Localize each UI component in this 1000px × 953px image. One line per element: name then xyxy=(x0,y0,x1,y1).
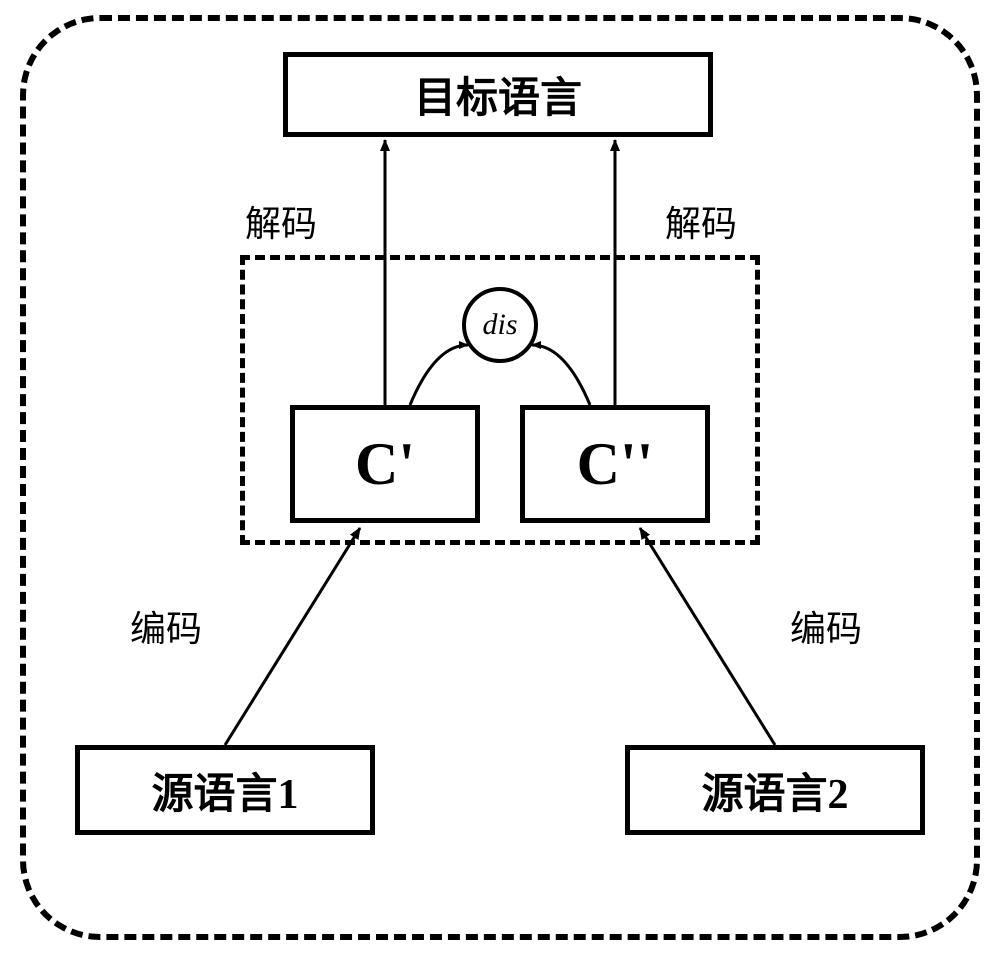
c-prime-box: C' xyxy=(290,405,480,523)
diagram-canvas: 目标语言 C' C'' dis 源语言1 源语言2 解码 解码 编码 编码 xyxy=(0,0,1000,953)
c-prime-label: C' xyxy=(355,430,415,499)
dis-label: dis xyxy=(482,308,517,342)
source-language-1-box: 源语言1 xyxy=(75,745,375,835)
dis-circle: dis xyxy=(462,287,538,363)
source-language-1-label: 源语言1 xyxy=(151,760,298,821)
target-language-box: 目标语言 xyxy=(283,52,713,137)
c-double-prime-box: C'' xyxy=(520,405,710,523)
encode-right-label: 编码 xyxy=(790,600,862,652)
c-double-prime-label: C'' xyxy=(577,430,654,499)
decode-left-label: 解码 xyxy=(245,195,317,247)
source-language-2-box: 源语言2 xyxy=(625,745,925,835)
decode-right-label: 解码 xyxy=(665,195,737,247)
encode-left-label: 编码 xyxy=(130,600,202,652)
target-language-label: 目标语言 xyxy=(414,64,582,125)
source-language-2-label: 源语言2 xyxy=(701,760,848,821)
